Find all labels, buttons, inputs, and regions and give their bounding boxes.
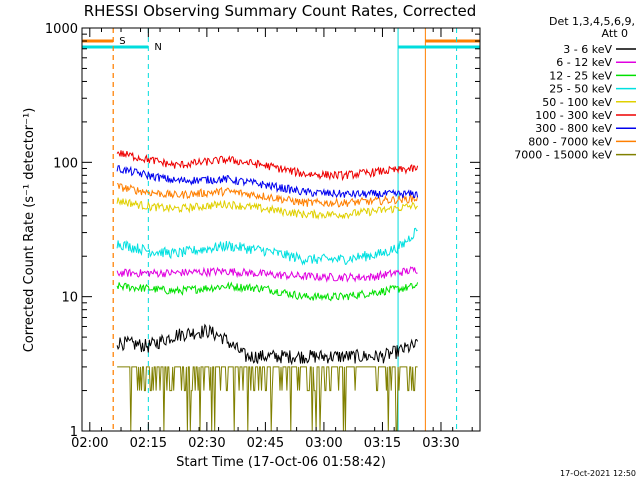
plot-frame <box>81 27 481 432</box>
legend-label-8: 7000 - 15000 keV <box>514 149 612 162</box>
x-tick-label-3: 02:45 <box>247 436 284 451</box>
series-line-8 <box>117 366 418 432</box>
y-tick-label-0: 1 <box>70 425 78 440</box>
flag-N-label: N <box>154 42 161 53</box>
legend-label-3: 25 - 50 keV <box>549 83 612 96</box>
x-tick-label-5: 03:15 <box>364 436 401 451</box>
footer-timestamp: 17-Oct-2021 12:50 <box>560 469 636 478</box>
series-line-2 <box>116 281 419 302</box>
x-tick-label-4: 03:00 <box>305 436 342 451</box>
series-line-0 <box>116 323 419 366</box>
chart-title: RHESSI Observing Summary Count Rates, Co… <box>84 2 477 20</box>
y-tick-label-3: 1000 <box>45 22 78 37</box>
series-line-4 <box>116 197 418 220</box>
y-tick-label-2: 100 <box>53 156 78 171</box>
x-tick-label-2: 02:30 <box>188 436 225 451</box>
legend-label-2: 12 - 25 keV <box>549 69 612 82</box>
flag-lines: SN <box>82 28 480 431</box>
y-axis-label: Corrected Count Rate (s⁻¹ detector⁻¹) <box>22 108 37 353</box>
series-group <box>116 150 419 432</box>
legend-label-1: 6 - 12 keV <box>556 56 612 69</box>
legend-label-4: 50 - 100 keV <box>542 96 612 109</box>
legend-label-0: 3 - 6 keV <box>563 43 612 56</box>
x-tick-label-6: 03:30 <box>422 436 459 451</box>
series-line-1 <box>116 266 418 283</box>
legend-label-5: 100 - 300 keV <box>535 109 612 122</box>
series-line-6 <box>116 164 419 199</box>
x-axis-label: Start Time (17-Oct-06 01:58:42) <box>176 455 386 470</box>
legend-label-6: 300 - 800 keV <box>535 122 612 135</box>
series-line-3 <box>116 227 418 266</box>
series-line-5 <box>116 150 419 182</box>
legend-header-line2: Att 0 <box>602 27 628 40</box>
x-tick-label-1: 02:15 <box>130 436 167 451</box>
legend-label-7: 800 - 7000 keV <box>528 135 612 148</box>
y-ticks: 1 10 100 1000 <box>45 22 480 440</box>
flag-S-label: S <box>119 36 125 47</box>
x-ticks: 02:00 02:15 02:30 02:45 03:00 03:15 03:30 <box>71 28 473 451</box>
series-line-7 <box>116 183 419 208</box>
x-tick-label-0: 02:00 <box>71 436 108 451</box>
y-tick-label-1: 10 <box>61 291 78 306</box>
legend-header-line1: Det 1,3,4,5,6,9, <box>549 15 635 28</box>
